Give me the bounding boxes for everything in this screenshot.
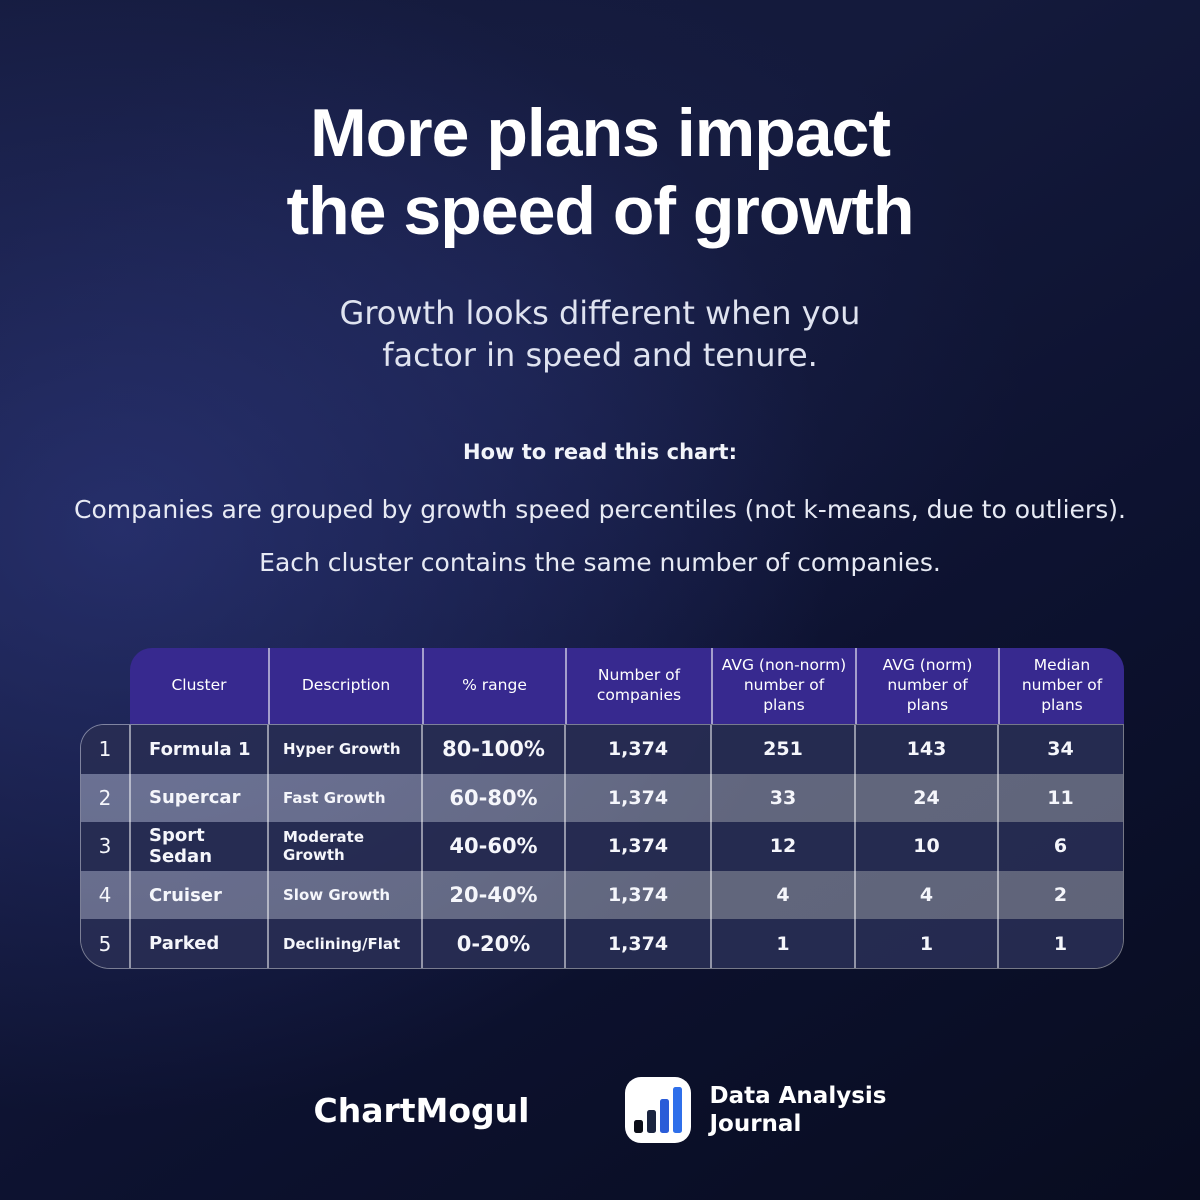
cell-cluster: Sport Sedan xyxy=(129,822,267,871)
bar-chart-icon-bar2 xyxy=(647,1110,657,1133)
cell-num-companies: 1,374 xyxy=(564,822,710,871)
table-body: 1 Formula 1 Hyper Growth 80-100% 1,374 2… xyxy=(80,724,1124,969)
cell-median: 34 xyxy=(997,725,1122,774)
table-row: 4 Cruiser Slow Growth 20-40% 1,374 4 4 2 xyxy=(81,870,1123,920)
cell-median: 11 xyxy=(997,773,1122,823)
table-header-row: Cluster Description % range Number of co… xyxy=(130,648,1124,724)
cell-cluster: Cruiser xyxy=(129,870,267,920)
cell-row-number: 2 xyxy=(98,785,112,810)
cell-row-number: 3 xyxy=(98,834,112,859)
page-subtitle-line1: Growth looks different when you xyxy=(339,294,861,332)
cell-avg-nonnorm: 33 xyxy=(710,773,854,823)
cell-percent-range: 80-100% xyxy=(421,725,564,774)
cell-num-companies: 1,374 xyxy=(564,773,710,823)
data-analysis-journal-logo: Data Analysis Journal xyxy=(625,1077,886,1143)
cell-percent-range: 40-60% xyxy=(421,822,564,871)
cell-percent-range: 20-40% xyxy=(421,870,564,920)
footer: ChartMogul Data Analysis Journal xyxy=(0,1077,1200,1143)
cell-cluster: Formula 1 xyxy=(129,725,267,774)
daj-label-line1: Data Analysis xyxy=(709,1082,887,1109)
cell-avg-nonnorm: 4 xyxy=(710,870,854,920)
cell-row-number: 5 xyxy=(98,931,112,956)
table-row: 2 Supercar Fast Growth 60-80% 1,374 33 2… xyxy=(81,773,1123,823)
bar-chart-icon-bar3 xyxy=(660,1099,670,1133)
header-avg-nonnorm: AVG (non-norm) number of plans xyxy=(711,648,855,724)
cell-avg-norm: 143 xyxy=(854,725,997,774)
header-cluster: Cluster xyxy=(171,676,227,695)
table-row: 3 Sport Sedan Moderate Growth 40-60% 1,3… xyxy=(81,822,1123,871)
cell-num-companies: 1,374 xyxy=(564,919,710,968)
cell-median: 6 xyxy=(997,822,1122,871)
cell-row-number: 1 xyxy=(98,737,112,762)
cluster-table: Cluster Description % range Number of co… xyxy=(80,648,1124,969)
page-title: More plans impact the speed of growth xyxy=(0,94,1200,250)
cell-median: 2 xyxy=(997,870,1122,920)
cell-avg-nonnorm: 12 xyxy=(710,822,854,871)
cell-avg-nonnorm: 1 xyxy=(710,919,854,968)
data-analysis-journal-label: Data Analysis Journal xyxy=(709,1082,886,1138)
cell-avg-norm: 24 xyxy=(854,773,997,823)
page-subtitle: Growth looks different when you factor i… xyxy=(0,292,1200,376)
cell-description: Slow Growth xyxy=(267,870,421,920)
chartmogul-logo: ChartMogul xyxy=(313,1090,530,1130)
cell-description: Fast Growth xyxy=(267,773,421,823)
cell-percent-range: 60-80% xyxy=(421,773,564,823)
howto-line1: Companies are grouped by growth speed pe… xyxy=(74,495,1126,524)
header-avg-norm: AVG (norm) number of plans xyxy=(855,648,998,724)
cell-avg-nonnorm: 251 xyxy=(710,725,854,774)
page-subtitle-line2: factor in speed and tenure. xyxy=(382,336,818,374)
table-row: 5 Parked Declining/Flat 0-20% 1,374 1 1 … xyxy=(81,919,1123,968)
header-percent-range: % range xyxy=(422,648,565,724)
cell-avg-norm: 1 xyxy=(854,919,997,968)
table-row: 1 Formula 1 Hyper Growth 80-100% 1,374 2… xyxy=(81,725,1123,774)
cell-avg-norm: 10 xyxy=(854,822,997,871)
bar-chart-icon-bar4 xyxy=(673,1087,683,1133)
cell-num-companies: 1,374 xyxy=(564,870,710,920)
cell-percent-range: 0-20% xyxy=(421,919,564,968)
cell-description: Moderate Growth xyxy=(267,822,421,871)
header-num-companies: Number of companies xyxy=(565,648,711,724)
cell-cluster: Parked xyxy=(129,919,267,968)
cell-cluster: Supercar xyxy=(129,773,267,823)
header-description: Description xyxy=(268,648,422,724)
page-title-line1: More plans impact xyxy=(309,95,891,171)
cell-num-companies: 1,374 xyxy=(564,725,710,774)
cell-description: Declining/Flat xyxy=(267,919,421,968)
cell-avg-norm: 4 xyxy=(854,870,997,920)
howto-line2: Each cluster contains the same number of… xyxy=(259,548,941,577)
daj-label-line2: Journal xyxy=(709,1111,802,1137)
cell-row-number: 4 xyxy=(98,883,112,908)
bar-chart-icon xyxy=(625,1077,692,1143)
howto-heading: How to read this chart: xyxy=(463,440,737,464)
cell-median: 1 xyxy=(997,919,1122,968)
page-title-line2: the speed of growth xyxy=(286,173,915,249)
cell-description: Hyper Growth xyxy=(267,725,421,774)
bar-chart-icon-bar1 xyxy=(634,1120,644,1133)
header-median: Median number of plans xyxy=(998,648,1124,724)
